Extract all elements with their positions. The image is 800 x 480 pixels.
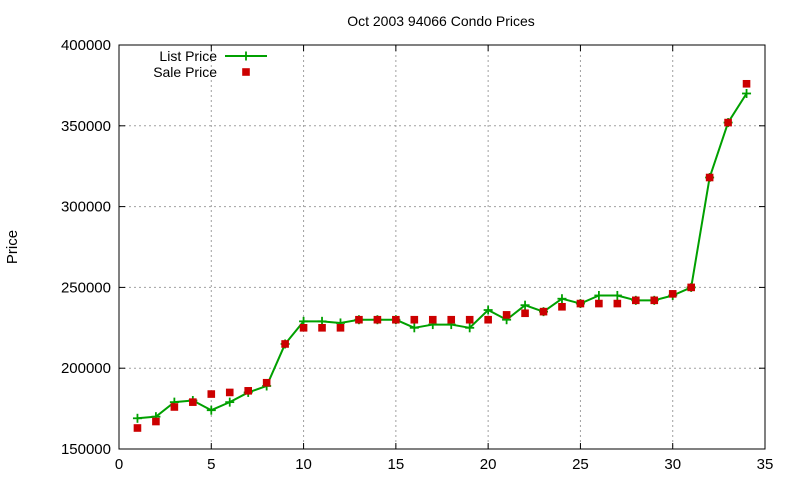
data-point (152, 417, 160, 426)
data-point (281, 340, 289, 348)
y-tick-label: 150000 (61, 441, 111, 458)
legend-marker (241, 51, 251, 61)
data-point (632, 296, 640, 305)
data-point (502, 311, 511, 319)
axis-ticks: 0 5 10 15 20 25 30 35 150000 200000 250000 300000 35… (61, 37, 773, 473)
data-point (465, 323, 475, 333)
data-point (409, 323, 419, 333)
data-point (392, 315, 400, 324)
y-tick-label: 200000 (61, 360, 111, 377)
legend-marker (242, 68, 250, 76)
data-point (244, 387, 252, 395)
data-point (318, 324, 326, 332)
data-point (189, 398, 197, 406)
data-point (742, 79, 751, 88)
data-point (373, 315, 382, 324)
x-tick-label: 0 (115, 456, 123, 473)
x-tick-label: 25 (572, 456, 589, 473)
data-point (207, 390, 216, 398)
series-line (137, 92, 748, 420)
data-point (225, 388, 234, 397)
data-point (576, 299, 585, 308)
data-point (742, 88, 752, 98)
data-point (447, 315, 456, 324)
x-tick-label: 30 (664, 456, 681, 473)
data-point (336, 324, 345, 332)
legend-label: List Price (159, 48, 217, 64)
chart-title: Oct 2003 94066 Condo Prices (347, 13, 535, 29)
x-tick-label: 20 (480, 456, 497, 473)
data-point (521, 309, 529, 318)
series-1 (133, 79, 751, 432)
data-point (262, 378, 271, 387)
data-point (225, 397, 235, 407)
data-point (687, 283, 695, 292)
x-tick-label: 15 (388, 456, 405, 473)
legend-entry: Sale Price (153, 64, 250, 80)
data-point (595, 299, 603, 308)
data-point (410, 315, 419, 324)
data-point (613, 299, 622, 308)
data-point (594, 290, 604, 300)
data-point (539, 307, 548, 316)
data-point (133, 424, 142, 432)
data-point (299, 324, 308, 332)
data-point (558, 302, 566, 311)
x-tick-label: 10 (295, 456, 312, 473)
y-tick-label: 400000 (61, 37, 111, 54)
data-point (650, 296, 659, 305)
data-point (668, 290, 677, 298)
data-point (724, 118, 732, 127)
data-point (483, 305, 493, 315)
data-point (206, 405, 216, 415)
y-axis-label: Price (4, 230, 21, 264)
data-point (170, 403, 179, 411)
y-tick-label: 350000 (61, 118, 111, 135)
legend-entry: List Price (159, 48, 267, 64)
data-point (612, 290, 622, 300)
data-point (705, 173, 714, 182)
grid (119, 45, 765, 449)
data-point (132, 413, 142, 423)
data-point (557, 294, 567, 304)
series-layer (132, 79, 752, 432)
data-point (520, 300, 530, 310)
x-tick-label: 35 (757, 456, 774, 473)
plot-frame (118, 44, 766, 450)
data-point (484, 315, 492, 324)
legend-label: Sale Price (153, 64, 217, 80)
x-tick-label: 5 (207, 456, 215, 473)
series-0 (132, 88, 752, 423)
y-tick-label: 300000 (61, 199, 111, 216)
data-point (465, 315, 474, 324)
data-point (355, 315, 363, 324)
data-point (428, 315, 437, 324)
y-tick-label: 250000 (61, 279, 111, 296)
